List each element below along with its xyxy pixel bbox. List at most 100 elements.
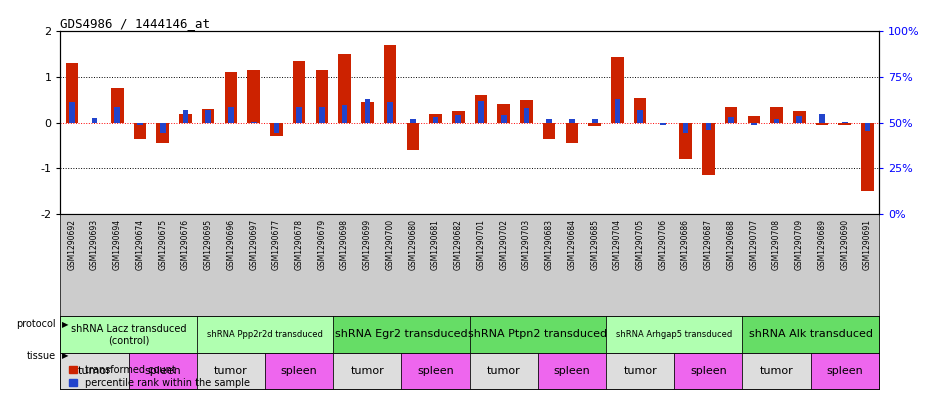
Bar: [160, 123, 166, 133]
Bar: [683, 123, 688, 133]
Bar: [456, 115, 461, 123]
Bar: [520, 100, 533, 123]
Bar: [128, 353, 197, 389]
Text: GSM1290697: GSM1290697: [249, 219, 259, 270]
Bar: [138, 123, 143, 125]
Bar: [474, 95, 487, 123]
Text: GSM1290684: GSM1290684: [567, 219, 577, 270]
Text: GSM1290674: GSM1290674: [136, 219, 144, 270]
Bar: [546, 119, 552, 123]
Bar: [387, 102, 392, 123]
Bar: [674, 353, 742, 389]
Bar: [315, 70, 328, 123]
Bar: [865, 123, 870, 131]
Bar: [228, 107, 233, 123]
Bar: [273, 123, 279, 133]
Bar: [538, 353, 606, 389]
Text: GSM1290704: GSM1290704: [613, 219, 622, 270]
Text: GSM1290675: GSM1290675: [158, 219, 167, 270]
Bar: [748, 116, 760, 123]
Bar: [774, 119, 779, 123]
Bar: [478, 101, 484, 123]
Text: GSM1290691: GSM1290691: [863, 219, 872, 270]
Bar: [319, 107, 325, 123]
Bar: [796, 116, 802, 123]
Bar: [706, 123, 711, 130]
Text: GSM1290681: GSM1290681: [431, 219, 440, 270]
Text: GSM1290706: GSM1290706: [658, 219, 668, 270]
Text: GSM1290701: GSM1290701: [476, 219, 485, 270]
Text: GSM1290676: GSM1290676: [181, 219, 190, 270]
Bar: [611, 57, 624, 123]
Bar: [202, 109, 215, 123]
Text: GSM1290692: GSM1290692: [67, 219, 76, 270]
Bar: [501, 115, 507, 123]
Bar: [811, 353, 879, 389]
Bar: [361, 102, 374, 123]
Bar: [524, 108, 529, 123]
Bar: [615, 99, 620, 123]
Text: spleen: spleen: [827, 366, 863, 376]
Bar: [793, 111, 805, 123]
Bar: [92, 118, 98, 123]
Text: GSM1290694: GSM1290694: [113, 219, 122, 270]
Text: shRNA Alk transduced: shRNA Alk transduced: [749, 329, 872, 339]
Bar: [861, 123, 873, 191]
Text: GSM1290682: GSM1290682: [454, 219, 463, 270]
Bar: [679, 123, 692, 159]
Text: GSM1290707: GSM1290707: [750, 219, 758, 270]
Text: GSM1290705: GSM1290705: [635, 219, 644, 270]
Text: GSM1290693: GSM1290693: [90, 219, 100, 270]
Text: GSM1290683: GSM1290683: [545, 219, 553, 270]
Text: shRNA Ptpn2 transduced: shRNA Ptpn2 transduced: [469, 329, 607, 339]
Bar: [297, 107, 302, 123]
Text: ▶: ▶: [62, 351, 69, 360]
Text: GSM1290700: GSM1290700: [386, 219, 394, 270]
Bar: [114, 107, 120, 123]
Bar: [65, 63, 78, 123]
Bar: [634, 97, 646, 123]
Text: GSM1290685: GSM1290685: [591, 219, 599, 270]
Text: shRNA Ppp2r2d transduced: shRNA Ppp2r2d transduced: [207, 330, 323, 339]
Bar: [293, 61, 305, 123]
Text: GSM1290689: GSM1290689: [817, 219, 827, 270]
Bar: [432, 117, 438, 123]
Text: GSM1290699: GSM1290699: [363, 219, 372, 270]
Text: GSM1290679: GSM1290679: [317, 219, 326, 270]
Text: GSM1290696: GSM1290696: [226, 219, 235, 270]
Bar: [816, 123, 829, 125]
Text: shRNA Lacz transduced
(control): shRNA Lacz transduced (control): [71, 323, 186, 345]
Bar: [341, 105, 348, 123]
Bar: [225, 72, 237, 123]
Bar: [333, 316, 470, 353]
Bar: [470, 316, 606, 353]
Bar: [333, 353, 402, 389]
Bar: [69, 102, 74, 123]
Bar: [60, 316, 197, 353]
Text: spleen: spleen: [418, 366, 454, 376]
Bar: [156, 123, 169, 143]
Bar: [842, 122, 847, 123]
Text: spleen: spleen: [144, 366, 181, 376]
Bar: [402, 353, 470, 389]
Text: protocol: protocol: [16, 319, 56, 329]
Text: GSM1290709: GSM1290709: [795, 219, 804, 270]
Bar: [591, 119, 597, 123]
Bar: [728, 117, 734, 123]
Bar: [197, 353, 265, 389]
Bar: [251, 122, 257, 123]
Text: tumor: tumor: [760, 366, 793, 376]
Text: GSM1290687: GSM1290687: [704, 219, 713, 270]
Text: ▶: ▶: [62, 320, 69, 329]
Text: tumor: tumor: [78, 366, 112, 376]
Bar: [569, 119, 575, 123]
Text: GSM1290688: GSM1290688: [726, 219, 736, 270]
Bar: [265, 353, 333, 389]
Bar: [702, 123, 714, 175]
Bar: [206, 110, 211, 123]
Text: spleen: spleen: [690, 366, 726, 376]
Bar: [819, 114, 825, 123]
Bar: [770, 107, 783, 123]
Bar: [742, 316, 879, 353]
Bar: [410, 119, 416, 123]
